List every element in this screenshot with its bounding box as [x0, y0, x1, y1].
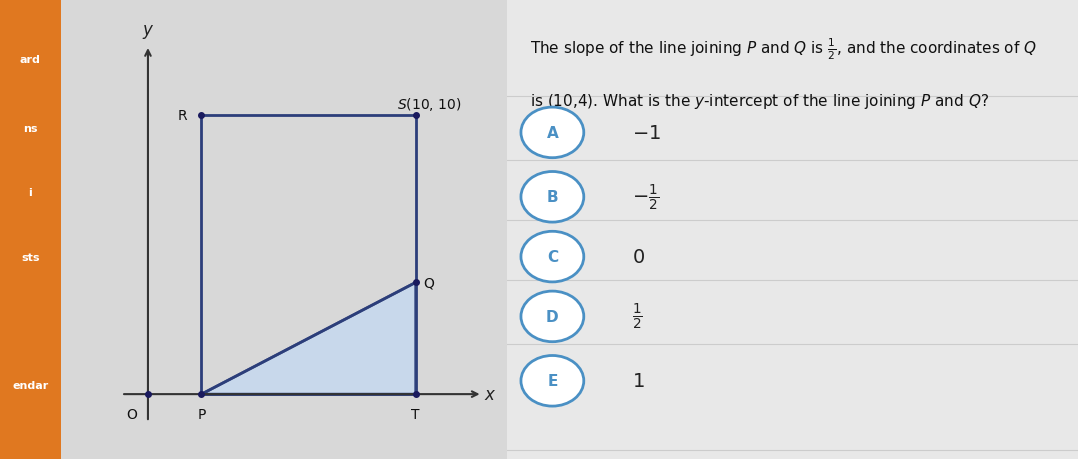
Circle shape: [521, 108, 584, 158]
FancyBboxPatch shape: [0, 0, 507, 459]
Text: i: i: [28, 188, 32, 198]
Text: $-1$: $-1$: [633, 123, 661, 143]
Text: ns: ns: [23, 123, 38, 134]
Text: A: A: [547, 126, 558, 140]
Text: $-\frac{1}{2}$: $-\frac{1}{2}$: [633, 182, 660, 213]
Text: $1$: $1$: [633, 371, 645, 391]
Text: P: P: [197, 407, 206, 421]
Text: T: T: [412, 407, 419, 421]
Text: is (10,4). What is the $y$-intercept of the line joining $P$ and $Q$?: is (10,4). What is the $y$-intercept of …: [529, 92, 989, 111]
Text: R: R: [178, 109, 188, 123]
Text: $\frac{1}{2}$: $\frac{1}{2}$: [633, 302, 644, 332]
Text: The slope of the line joining $P$ and $Q$ is $\frac{1}{2}$, and the coordinates : The slope of the line joining $P$ and $Q…: [529, 37, 1036, 62]
FancyBboxPatch shape: [0, 0, 60, 459]
Text: $0$: $0$: [633, 247, 646, 267]
Text: $y$: $y$: [141, 23, 154, 41]
Text: sts: sts: [22, 252, 40, 262]
Text: $x$: $x$: [484, 385, 497, 403]
Text: E: E: [548, 374, 557, 388]
Text: C: C: [547, 250, 558, 264]
Text: $S$(10, 10): $S$(10, 10): [397, 96, 461, 113]
Circle shape: [521, 172, 584, 223]
Circle shape: [521, 356, 584, 406]
Text: B: B: [547, 190, 558, 205]
Polygon shape: [202, 283, 416, 394]
Text: Q: Q: [424, 276, 434, 290]
Circle shape: [521, 232, 584, 282]
Text: ard: ard: [20, 55, 41, 65]
Text: O: O: [126, 407, 137, 421]
Circle shape: [521, 291, 584, 342]
Text: D: D: [547, 309, 558, 324]
Text: endar: endar: [12, 381, 49, 391]
